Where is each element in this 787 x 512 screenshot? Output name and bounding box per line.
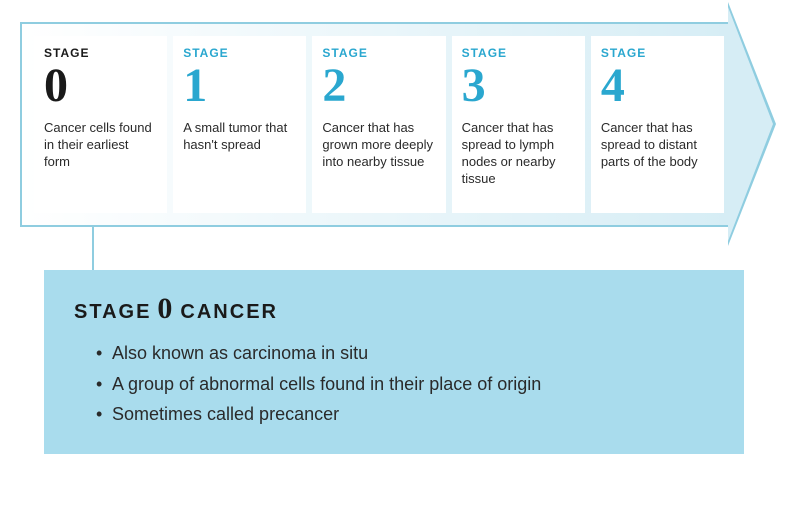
stage-card: STAGE 4 Cancer that has spread to distant … xyxy=(591,36,724,213)
stage-label: STAGE xyxy=(601,46,714,60)
detail-bullet: Also known as carcinoma in situ xyxy=(96,338,714,369)
stage-description: Cancer that has grown more deeply into n… xyxy=(322,120,435,171)
connector-line xyxy=(92,227,94,271)
stage-number: 0 xyxy=(44,62,157,110)
arrow-head-fill xyxy=(728,7,773,241)
stages-arrow: STAGE 0 Cancer cells found in their earlie… xyxy=(20,22,767,227)
stage-number: 1 xyxy=(183,62,296,110)
stage-description: Cancer that has spread to lymph nodes or… xyxy=(462,120,575,188)
stage-number: 4 xyxy=(601,62,714,110)
detail-bullet: Sometimes called precancer xyxy=(96,399,714,430)
stage-card: STAGE 1 A small tumor that hasn't spread xyxy=(173,36,306,213)
stage-number: 3 xyxy=(462,62,575,110)
stage-card: STAGE 0 Cancer cells found in their earlie… xyxy=(34,36,167,213)
detail-title-post: CANCER xyxy=(180,301,278,324)
arrow-body: STAGE 0 Cancer cells found in their earlie… xyxy=(20,22,730,227)
detail-title: STAGE 0 CANCER xyxy=(74,294,714,324)
stage-detail-panel: STAGE 0 CANCER Also known as carcinoma i… xyxy=(44,270,744,454)
stage-label: STAGE xyxy=(183,46,296,60)
stage-label: STAGE xyxy=(322,46,435,60)
stage-description: Cancer that has spread to distant parts … xyxy=(601,120,714,171)
stage-description: Cancer cells found in their earliest for… xyxy=(44,120,157,171)
stage-description: A small tumor that hasn't spread xyxy=(183,120,296,154)
stage-number: 2 xyxy=(322,62,435,110)
detail-title-pre: STAGE xyxy=(74,301,151,324)
detail-bullet: A group of abnormal cells found in their… xyxy=(96,369,714,400)
stage-label: STAGE xyxy=(44,46,157,60)
stage-label: STAGE xyxy=(462,46,575,60)
stage-card: STAGE 3 Cancer that has spread to lymph no… xyxy=(452,36,585,213)
stage-card: STAGE 2 Cancer that has grown more deeply … xyxy=(312,36,445,213)
detail-title-num: 0 xyxy=(157,294,174,324)
detail-bullets: Also known as carcinoma in situA group o… xyxy=(74,338,714,430)
